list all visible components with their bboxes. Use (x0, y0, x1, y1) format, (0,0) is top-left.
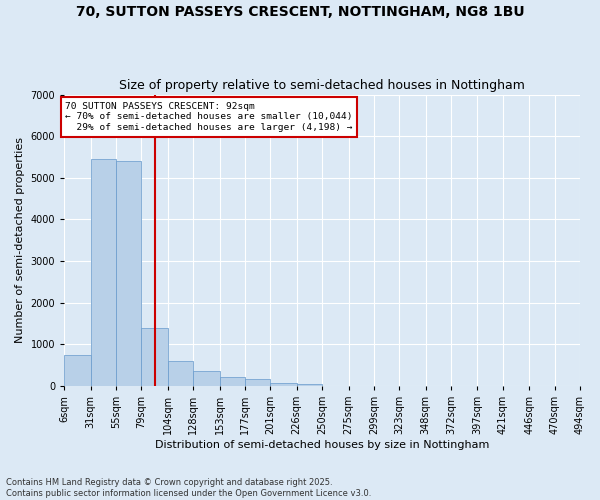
Bar (193, 370, 220, 386)
Bar (91, 159, 116, 386)
Bar (142, 328, 168, 386)
Title: Size of property relative to semi-detached houses in Nottingham: Size of property relative to semi-detach… (119, 79, 525, 92)
X-axis label: Distribution of semi-detached houses by size in Nottingham: Distribution of semi-detached houses by … (155, 440, 489, 450)
Bar (220, 377, 245, 386)
Text: 70 SUTTON PASSEYS CRESCENT: 92sqm
← 70% of semi-detached houses are smaller (10,: 70 SUTTON PASSEYS CRESCENT: 92sqm ← 70% … (65, 102, 353, 132)
Bar (168, 361, 193, 386)
Text: 70, SUTTON PASSEYS CRESCENT, NOTTINGHAM, NG8 1BU: 70, SUTTON PASSEYS CRESCENT, NOTTINGHAM,… (76, 5, 524, 19)
Bar (116, 161, 142, 386)
Bar (245, 380, 271, 386)
Y-axis label: Number of semi-detached properties: Number of semi-detached properties (15, 137, 25, 343)
Bar (64, 354, 91, 386)
Bar (271, 382, 297, 386)
Bar (297, 384, 322, 386)
Text: Contains HM Land Registry data © Crown copyright and database right 2025.
Contai: Contains HM Land Registry data © Crown c… (6, 478, 371, 498)
